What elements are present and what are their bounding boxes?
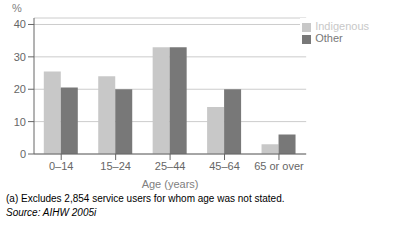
html-text:Indigenous: Indigenous: [315, 20, 369, 32]
svg-text:25–44: 25–44: [155, 160, 186, 172]
html-text:Source: AIHW 2005i: Source: AIHW 2005i: [6, 207, 97, 218]
html-text:Other: Other: [315, 32, 343, 44]
svg-text:45–64: 45–64: [209, 160, 240, 172]
svg-text:Age (years): Age (years): [142, 178, 199, 190]
svg-text:10: 10: [14, 116, 26, 128]
html-text:(a) Excludes 2,854 service use: (a) Excludes 2,854 service users for who…: [6, 193, 285, 204]
svg-text:%: %: [12, 2, 22, 14]
svg-text:15–24: 15–24: [100, 160, 131, 172]
svg-text:20: 20: [14, 83, 26, 95]
svg-text:65 or over: 65 or over: [254, 160, 304, 172]
svg-text:40: 40: [14, 18, 26, 30]
svg-text:0: 0: [20, 148, 26, 160]
svg-text:0–14: 0–14: [49, 160, 73, 172]
svg-text:30: 30: [14, 51, 26, 63]
